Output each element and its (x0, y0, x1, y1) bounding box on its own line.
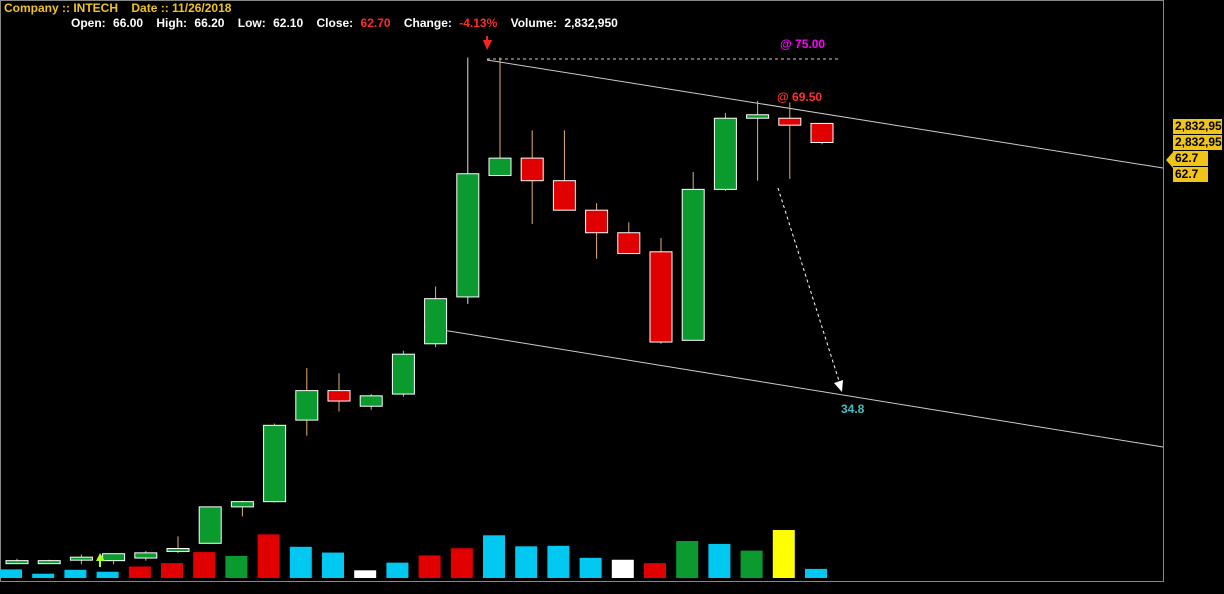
up-arrow-marker (96, 553, 105, 561)
candle-body (134, 552, 158, 559)
header-line-2: Open: 66.00 High: 66.20 Low: 62.10 Close… (71, 16, 618, 30)
volume-bar (644, 563, 666, 578)
close-value: 62.70 (360, 16, 391, 30)
down-arrow-stem (486, 36, 488, 42)
candle-body (649, 251, 673, 343)
volume-bar (257, 534, 280, 578)
price-pointer (1166, 152, 1173, 168)
header-line-1: Company :: INTECH Date :: 11/26/2018 (4, 1, 231, 15)
high-value: 66.20 (194, 16, 225, 30)
volume-bar (740, 550, 763, 578)
projection-dotted-line (777, 187, 841, 385)
candle-body (5, 560, 29, 565)
candle-body (424, 298, 448, 345)
candle-body (810, 122, 834, 144)
volume-bar (772, 530, 795, 578)
volume-bar (579, 557, 602, 578)
volume-bar (225, 555, 248, 578)
volume-bar (450, 548, 473, 578)
candle-body (617, 232, 641, 255)
candle-body (327, 390, 351, 402)
volume-value: 2,832,950 (564, 16, 618, 30)
volume-bar (128, 566, 151, 578)
candle-body (520, 157, 544, 182)
candle-body (69, 556, 93, 561)
change-label: Change: (403, 16, 452, 30)
open-label: Open: (71, 16, 106, 30)
candle-body (37, 560, 61, 565)
candle-body (456, 173, 480, 298)
high-label: High: (156, 16, 188, 30)
change-value: -4.13% (459, 16, 498, 30)
volume-bar (354, 570, 377, 578)
projection-label: 34.8 (841, 402, 865, 416)
channel-lower-line (423, 326, 1164, 448)
resistance-label: @ 69.50 (777, 90, 822, 104)
candle-body (681, 188, 705, 341)
volume-bar (96, 571, 119, 578)
close-label: Close: (316, 16, 354, 30)
volume-label: Volume: (510, 16, 558, 30)
low-value: 62.10 (273, 16, 304, 30)
price-tag-volume-1: 2,832,950 (1173, 119, 1222, 134)
volume-bar (32, 573, 55, 578)
volume-bar (708, 543, 731, 578)
volume-bar (289, 546, 312, 578)
date-value: 11/26/2018 (172, 1, 232, 15)
low-label: Low: (237, 16, 266, 30)
volume-bar (515, 546, 538, 578)
volume-bar (418, 555, 441, 578)
projection-arrowhead (834, 380, 843, 392)
candle-body (198, 506, 222, 544)
channel-upper-line (486, 59, 1164, 169)
chart-frame (0, 0, 1164, 582)
volume-bar (64, 569, 87, 578)
candle-body (778, 117, 802, 126)
volume-bar (676, 541, 699, 578)
price-tag-volume-2: 2,832,950 (1173, 135, 1222, 150)
candle-body (230, 501, 254, 508)
high-target-label: @ 75.00 (780, 37, 825, 51)
candle-body (359, 395, 383, 407)
company-label: Company :: (4, 1, 70, 15)
down-arrow-marker (483, 40, 492, 50)
company-name: INTECH (73, 1, 119, 15)
candle-body (713, 117, 737, 190)
candle-body (488, 157, 512, 176)
volume-bar (611, 559, 634, 578)
candle-body (552, 180, 576, 211)
candle-body (295, 390, 319, 421)
up-arrow-stem (99, 560, 101, 567)
candle-body (391, 353, 415, 395)
date-label: Date :: (131, 1, 169, 15)
volume-bar (161, 563, 183, 578)
volume-bar (193, 552, 216, 578)
volume-bar (547, 545, 570, 578)
volume-bar (0, 569, 22, 578)
candle-body (263, 424, 287, 503)
candle-body (746, 114, 770, 119)
volume-bar (322, 552, 344, 578)
open-value: 66.00 (113, 16, 144, 30)
volume-bar (483, 535, 505, 578)
volume-bar (805, 568, 827, 578)
price-tag-close-1: 62.7 (1173, 151, 1208, 166)
price-tag-close-2: 62.7 (1173, 167, 1208, 182)
volume-bar (386, 562, 409, 578)
candle-body (102, 553, 126, 562)
candle-body (585, 209, 609, 234)
candle-body (166, 548, 190, 553)
